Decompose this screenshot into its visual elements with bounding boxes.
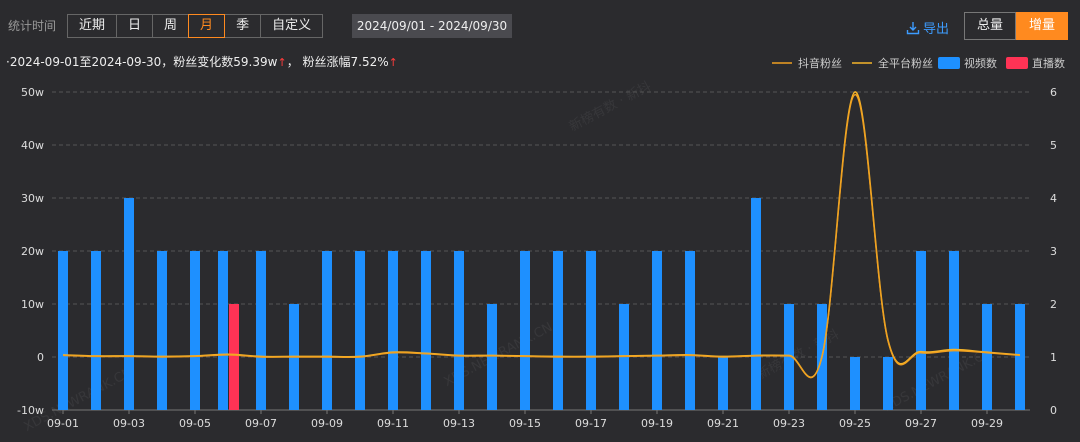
video-bar bbox=[454, 251, 464, 410]
video-bar bbox=[652, 251, 662, 410]
period-option-0[interactable]: 近期 bbox=[67, 14, 118, 38]
x-tick-label: 09-09 bbox=[311, 417, 343, 430]
date-range-picker[interactable]: 2024/09/01 - 2024/09/30 bbox=[352, 14, 512, 38]
x-tick-label: 09-19 bbox=[641, 417, 673, 430]
period-selector: 近期日周月季自定义 bbox=[67, 14, 324, 38]
video-bar bbox=[784, 304, 794, 410]
video-bar bbox=[91, 251, 101, 410]
period-option-4[interactable]: 季 bbox=[224, 14, 262, 38]
video-bar bbox=[58, 251, 68, 410]
video-bar bbox=[520, 251, 530, 410]
y-tick-right: 0 bbox=[1050, 404, 1057, 417]
y-tick-right: 4 bbox=[1050, 192, 1057, 205]
export-icon bbox=[906, 21, 920, 34]
summary-growth: ， 粉丝涨幅7.52% bbox=[286, 55, 389, 69]
video-bar bbox=[218, 251, 228, 410]
total-button[interactable]: 总量 bbox=[964, 12, 1016, 40]
video-bar bbox=[157, 251, 167, 410]
y-tick-left: 0 bbox=[37, 351, 44, 364]
x-tick-label: 09-01 bbox=[47, 417, 79, 430]
video-bar bbox=[388, 251, 398, 410]
increment-button[interactable]: 增量 bbox=[1016, 12, 1068, 40]
y-tick-right: 5 bbox=[1050, 139, 1057, 152]
x-tick-label: 09-13 bbox=[443, 417, 475, 430]
y-tick-left: -10w bbox=[17, 404, 44, 417]
x-tick-label: 09-29 bbox=[971, 417, 1003, 430]
video-bar bbox=[916, 251, 926, 410]
video-bar bbox=[421, 251, 431, 410]
video-bar bbox=[256, 251, 266, 410]
y-tick-left: 30w bbox=[21, 192, 44, 205]
up-arrow-icon: ↑ bbox=[277, 56, 287, 69]
video-bar bbox=[586, 251, 596, 410]
video-bar bbox=[355, 251, 365, 410]
watermark-text: 新榜有数 · 新抖 bbox=[754, 326, 841, 383]
video-bar bbox=[1015, 304, 1025, 410]
y-tick-left: 20w bbox=[21, 245, 44, 258]
video-bar bbox=[685, 251, 695, 410]
video-bar bbox=[553, 251, 563, 410]
video-bar bbox=[190, 251, 200, 410]
legend-box-swatch bbox=[1006, 57, 1028, 69]
video-bar bbox=[322, 251, 332, 410]
watermark-text: 新榜有数 · 新抖 bbox=[566, 78, 653, 135]
y-tick-left: 50w bbox=[21, 86, 44, 99]
y-tick-right: 1 bbox=[1050, 351, 1057, 364]
x-tick-label: 09-05 bbox=[179, 417, 211, 430]
export-button[interactable]: 导出 bbox=[906, 18, 949, 37]
x-tick-label: 09-15 bbox=[509, 417, 541, 430]
period-label: 统计时间 bbox=[8, 19, 57, 33]
watermark-text: XDS.NEWRANK.CN bbox=[882, 345, 996, 415]
video-bar bbox=[883, 357, 893, 410]
video-bar bbox=[487, 304, 497, 410]
y-tick-right: 6 bbox=[1050, 86, 1057, 99]
y-tick-left: 40w bbox=[21, 139, 44, 152]
video-bar bbox=[949, 251, 959, 410]
period-option-5[interactable]: 自定义 bbox=[260, 14, 324, 38]
summary-range: ·2024-09-01至2024-09-30，粉丝变化数59.39w bbox=[6, 55, 278, 69]
toolbar: 统计时间 近期日周月季自定义 2024/09/01 - 2024/09/30 导… bbox=[0, 0, 1080, 48]
x-tick-label: 09-17 bbox=[575, 417, 607, 430]
legend-box-swatch bbox=[938, 57, 960, 69]
x-tick-label: 09-25 bbox=[839, 417, 871, 430]
y-tick-right: 3 bbox=[1050, 245, 1057, 258]
period-option-3[interactable]: 月 bbox=[188, 14, 226, 38]
x-tick-label: 09-23 bbox=[773, 417, 805, 430]
legend-label: 抖音粉丝 bbox=[798, 56, 842, 70]
video-bar bbox=[718, 357, 728, 410]
legend-label: 全平台粉丝 bbox=[878, 56, 933, 70]
period-option-1[interactable]: 日 bbox=[116, 14, 154, 38]
total-increment-toggle: 总量 增量 bbox=[964, 12, 1068, 40]
x-tick-label: 09-21 bbox=[707, 417, 739, 430]
up-arrow-icon: ↑ bbox=[388, 56, 398, 69]
y-tick-left: 10w bbox=[21, 298, 44, 311]
y-tick-right: 2 bbox=[1050, 298, 1057, 311]
legend-label: 视频数 bbox=[964, 56, 997, 70]
video-bar bbox=[982, 304, 992, 410]
video-bar bbox=[124, 198, 134, 410]
x-tick-label: 09-03 bbox=[113, 417, 145, 430]
video-bar bbox=[751, 198, 761, 410]
x-tick-label: 09-27 bbox=[905, 417, 937, 430]
export-label: 导出 bbox=[923, 22, 950, 37]
live-bar bbox=[229, 304, 239, 410]
video-bar bbox=[850, 357, 860, 410]
x-tick-label: 09-11 bbox=[377, 417, 409, 430]
x-tick-label: 09-07 bbox=[245, 417, 277, 430]
legend-label: 直播数 bbox=[1032, 56, 1065, 70]
douyin-fans-line bbox=[62, 93, 1021, 379]
period-option-2[interactable]: 周 bbox=[152, 14, 190, 38]
summary-line: ·2024-09-01至2024-09-30，粉丝变化数59.39w↑， 粉丝涨… bbox=[6, 53, 398, 70]
